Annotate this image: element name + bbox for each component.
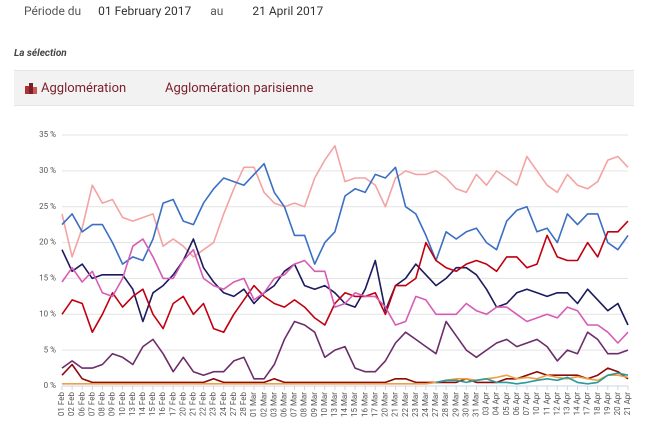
series-line (62, 374, 629, 385)
y-tick-label: 35 % (39, 130, 56, 139)
series-line (61, 145, 629, 258)
x-tick-label: 02 Feb (67, 392, 76, 417)
y-tick-label: 0 % (44, 381, 56, 390)
selection-title: La sélection (14, 48, 67, 59)
x-tick-label: 13 Feb (128, 392, 137, 417)
x-tick-label: 12 Apr (552, 392, 561, 416)
x-tick-label: 31 Mar (472, 392, 481, 417)
x-tick-label: 14 Feb (138, 392, 147, 417)
series-line (61, 220, 629, 333)
tab-bar: Agglomération Agglomération parisienne (14, 70, 634, 106)
x-tick-label: 21 Feb (189, 392, 198, 417)
x-tick-label: 23 Mar (411, 392, 420, 417)
x-tick-label: 10 Mar (320, 392, 329, 417)
x-tick-label: 14 Apr (573, 392, 582, 416)
x-tick-label: 18 Apr (593, 392, 602, 416)
x-tick-label: 07 Mar (290, 392, 299, 417)
x-tick-label: 16 Mar (360, 392, 369, 417)
x-tick-label: 29 Mar (451, 392, 460, 417)
between-label: au (210, 4, 224, 18)
x-tick-label: 14 Mar (340, 392, 349, 417)
x-tick-label: 20 Mar (381, 392, 390, 417)
y-tick-label: 30 % (39, 166, 56, 175)
x-tick-label: 09 Feb (108, 392, 117, 417)
x-tick-label: 06 Feb (77, 392, 86, 417)
x-tick-label: 10 Feb (118, 392, 127, 417)
y-tick-label: 10 % (39, 309, 56, 318)
x-tick-label: 03 Apr (482, 392, 491, 416)
x-tick-label: 28 Mar (441, 392, 450, 417)
x-tick-label: 20 Feb (178, 392, 187, 417)
x-tick-label: 19 Apr (603, 392, 612, 416)
x-tick-label: 13 Apr (562, 392, 571, 416)
series-line (61, 162, 629, 265)
x-tick-label: 24 Feb (219, 392, 228, 417)
x-tick-label: 15 Feb (148, 392, 157, 417)
x-tick-label: 08 Mar (300, 392, 309, 417)
x-tick-label: 28 Feb (239, 392, 248, 417)
x-tick-label: 07 Apr (522, 392, 531, 416)
x-tick-label: 21 Mar (391, 392, 400, 417)
city-icon (25, 83, 37, 94)
x-tick-label: 20 Apr (613, 392, 622, 416)
x-tick-label: 10 Apr (532, 392, 541, 416)
x-tick-label: 04 Apr (492, 392, 501, 416)
start-date[interactable]: 01 February 2017 (98, 4, 192, 18)
chart: 0 % 5 % 10 % 15 % 20 % 25 % 30 % 35 % 01 Feb 02 F… (39, 130, 632, 417)
x-tick-label: 05 Apr (502, 392, 511, 416)
x-tick-label: 01 Feb (57, 392, 66, 417)
y-tick-label: 25 % (39, 202, 56, 211)
series-line (435, 372, 629, 385)
y-tick-label: 15 % (39, 274, 56, 283)
x-tick-label: 21 Apr (623, 392, 632, 416)
x-tick-label: 02 Mar (259, 392, 268, 417)
x-tick-label: 16 Feb (158, 392, 167, 417)
x-tick-label: 30 Mar (461, 392, 470, 417)
x-tick-label: 06 Apr (512, 392, 521, 416)
x-tick-label: 03 Mar (269, 392, 278, 417)
series-line (61, 238, 629, 344)
x-tick-label: 23 Feb (209, 392, 218, 417)
tab[interactable]: Agglomération parisienne (165, 81, 314, 96)
period-header: Période du 01 February 2017 au 21 April … (24, 4, 323, 18)
x-tick-label: 13 Mar (330, 392, 339, 417)
y-tick-label: 5 % (44, 345, 56, 354)
tab[interactable]: Agglomération (41, 81, 127, 96)
x-tick-label: 22 Feb (199, 392, 208, 417)
x-tick-label: 17 Mar (370, 392, 379, 417)
x-tick-label: 24 Mar (421, 392, 430, 417)
x-tick-label: 17 Feb (168, 392, 177, 417)
x-tick-label: 22 Mar (401, 392, 410, 417)
x-tick-label: 08 Feb (98, 392, 107, 417)
series-line (61, 363, 629, 384)
series-line (61, 320, 629, 380)
x-tick-label: 27 Feb (229, 392, 238, 417)
x-tick-label: 09 Mar (310, 392, 319, 417)
x-tick-label: 15 Mar (350, 392, 359, 417)
x-tick-label: 06 Mar (279, 392, 288, 417)
x-tick-label: 11 Apr (542, 392, 551, 416)
period-label: Période du (24, 4, 82, 18)
x-tick-label: 01 Mar (249, 392, 258, 417)
x-tick-label: 07 Feb (87, 392, 96, 417)
x-tick-label: 27 Mar (431, 392, 440, 417)
end-date[interactable]: 21 April 2017 (252, 4, 324, 18)
x-tick-label: 17 Apr (583, 392, 592, 416)
y-tick-label: 20 % (39, 238, 56, 247)
